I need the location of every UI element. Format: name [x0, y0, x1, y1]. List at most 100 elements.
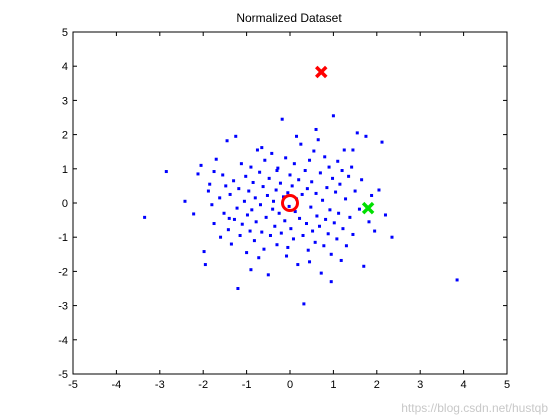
data-point — [261, 185, 265, 189]
data-point — [247, 189, 251, 193]
data-point — [221, 173, 225, 177]
data-marks — [143, 65, 459, 306]
data-point — [292, 162, 296, 166]
data-point — [289, 227, 293, 231]
data-point — [301, 233, 305, 237]
data-point — [380, 140, 384, 144]
x-tick-label: 0 — [287, 379, 293, 391]
data-point — [229, 242, 233, 246]
x-stroke — [361, 201, 375, 215]
data-point — [270, 151, 274, 155]
axis-ticks: -5 -4 -3 -2 -1 0 1 2 3 4 5 -5 -4 -3 -2 -1 0 1 2 3 4 5 — [58, 27, 510, 391]
data-point — [355, 131, 359, 135]
data-point — [240, 222, 244, 226]
data-point — [271, 207, 275, 211]
data-point — [260, 146, 264, 150]
data-point — [239, 162, 243, 166]
data-point — [304, 222, 308, 226]
data-point — [286, 245, 290, 249]
data-point — [373, 229, 377, 233]
data-point — [310, 180, 314, 184]
data-point — [295, 134, 299, 138]
data-point — [285, 254, 289, 258]
x-tick-label: -4 — [112, 379, 122, 391]
data-point — [319, 271, 323, 275]
data-point — [377, 188, 381, 192]
data-point — [202, 250, 206, 254]
data-point — [300, 192, 304, 196]
data-point — [351, 232, 355, 236]
data-point — [329, 252, 333, 256]
data-point — [244, 174, 248, 178]
data-point — [284, 156, 288, 160]
data-point — [251, 180, 255, 184]
data-point — [267, 176, 271, 180]
data-point — [196, 172, 200, 176]
y-tick-label: -1 — [58, 232, 68, 244]
data-point — [331, 114, 335, 118]
data-point — [222, 211, 226, 215]
x-tick-label: -3 — [155, 379, 165, 391]
data-point — [339, 258, 343, 262]
data-point — [334, 190, 338, 194]
data-point — [199, 163, 203, 167]
x-stroke — [315, 65, 328, 79]
data-point — [183, 199, 187, 203]
data-point — [238, 233, 242, 237]
data-point — [329, 280, 333, 284]
data-point — [302, 302, 306, 306]
data-point — [351, 148, 355, 152]
data-point — [208, 182, 212, 186]
y-tick-label: -2 — [58, 266, 68, 278]
data-point — [242, 199, 246, 203]
data-point — [306, 248, 310, 252]
data-point — [288, 173, 292, 177]
data-point — [318, 171, 322, 175]
data-point — [298, 216, 302, 220]
data-point — [367, 220, 371, 224]
data-point — [275, 169, 279, 173]
data-point — [164, 170, 168, 174]
data-point — [212, 170, 216, 174]
data-point — [236, 287, 240, 290]
data-point — [331, 176, 335, 180]
data-point — [337, 211, 341, 215]
data-point — [254, 220, 258, 224]
data-point — [308, 260, 312, 264]
data-point — [272, 199, 276, 203]
data-point — [314, 127, 318, 131]
data-point — [299, 142, 303, 146]
data-point — [212, 222, 216, 226]
data-point — [342, 148, 346, 152]
data-point — [255, 148, 259, 152]
y-tick-label: -3 — [58, 301, 68, 313]
data-point — [332, 221, 336, 225]
data-point — [344, 244, 348, 248]
data-point — [264, 215, 268, 219]
data-point — [283, 219, 287, 223]
data-point — [226, 228, 230, 232]
data-point — [313, 240, 317, 244]
data-point — [249, 268, 253, 272]
y-tick-label: 1 — [62, 164, 68, 176]
data-point — [274, 188, 278, 192]
data-point — [353, 189, 357, 193]
data-point — [357, 207, 361, 211]
data-point — [266, 273, 270, 277]
data-point — [253, 196, 257, 200]
data-point — [192, 212, 196, 216]
data-point — [234, 134, 238, 138]
data-point — [232, 217, 236, 221]
data-point — [258, 203, 262, 207]
data-point — [347, 174, 351, 178]
x-tick-label: 1 — [330, 379, 336, 391]
data-point — [303, 169, 307, 173]
data-point — [280, 117, 284, 121]
data-point — [265, 193, 269, 197]
data-point — [225, 139, 229, 143]
data-point — [227, 216, 231, 220]
data-point — [219, 235, 223, 239]
data-point — [257, 256, 261, 260]
x-tick-label: -2 — [198, 379, 208, 391]
